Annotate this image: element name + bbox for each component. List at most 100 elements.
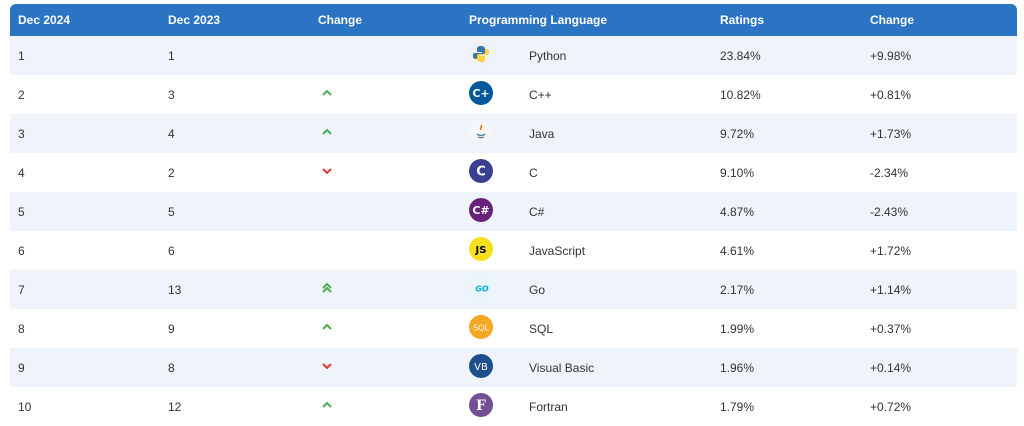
header-change-percent[interactable]: Change [870,13,915,27]
visual-basic-logo-icon: VB [469,354,493,381]
rating-change: +0.37% [870,321,912,336]
language-name[interactable]: C [529,165,538,180]
svg-text:SQL: SQL [473,324,489,333]
language-logo-cell: VB [461,348,521,387]
rank-current: 7 [18,282,25,297]
rank-current: 6 [18,243,25,258]
fortran-logo-icon: F [469,393,493,420]
change-indicator [310,231,461,270]
rank-current: 9 [18,360,25,375]
cpp-logo-icon: C+ [469,81,493,108]
rating-change: +0.81% [870,87,912,102]
table-row: 7 13 GO Go 2.17% +1.14% [10,270,1017,309]
rank-current: 1 [18,48,25,63]
rank-current: 4 [18,165,25,180]
language-name[interactable]: SQL [529,321,554,336]
change-indicator [310,153,461,192]
change-indicator [310,75,461,114]
rating-value: 1.96% [720,360,755,375]
table-row: 5 5 C# C# 4.87% -2.43% [10,192,1017,231]
javascript-logo-icon: JS [469,237,493,264]
table-row: 6 6 JS JavaScript 4.61% +1.72% [10,231,1017,270]
rating-change: +1.14% [870,282,912,297]
rank-previous: 1 [168,48,175,63]
header-ratings[interactable]: Ratings [720,13,765,27]
rating-value: 1.99% [720,321,755,336]
rank-previous: 8 [168,360,175,375]
table-row: 2 3 C+ C++ 10.82% +0.81% [10,75,1017,114]
rating-value: 4.87% [720,204,755,219]
language-logo-cell: C# [461,192,521,231]
rank-previous: 12 [168,399,182,414]
table-row: 9 8 VB Visual Basic 1.96% +0.14% [10,348,1017,387]
table-row: 4 2 C C 9.10% -2.34% [10,153,1017,192]
rating-change: +9.98% [870,48,912,63]
language-logo-cell [461,36,521,75]
language-name[interactable]: Fortran [529,399,568,414]
go-logo-icon: GO [469,276,493,303]
language-name[interactable]: C++ [529,87,552,102]
rank-current: 5 [18,204,25,219]
rank-previous: 6 [168,243,175,258]
rating-change: +1.72% [870,243,912,258]
language-logo-cell: C [461,153,521,192]
python-logo-icon [469,42,493,69]
change-indicator [310,270,461,309]
arrow-up-icon [318,323,334,337]
header-change[interactable]: Change [318,13,363,27]
c-logo-icon: C [469,159,493,186]
double-arrow-up-icon [318,282,334,298]
rank-current: 10 [18,399,32,414]
rating-change: +0.72% [870,399,912,414]
language-name[interactable]: C# [529,204,545,219]
language-logo-cell [461,114,521,153]
header-dec-2024[interactable]: Dec 2024 [18,13,71,27]
svg-text:C#: C# [472,204,489,217]
header-dec-2023[interactable]: Dec 2023 [168,13,221,27]
arrow-down-icon [318,167,334,181]
rank-current: 2 [18,87,25,102]
arrow-down-icon [318,362,334,376]
language-name[interactable]: Java [529,126,555,141]
language-logo-cell: JS [461,231,521,270]
language-logo-cell: C+ [461,75,521,114]
rating-change: +1.73% [870,126,912,141]
rank-current: 8 [18,321,25,336]
table-row: 8 9 SQL SQL 1.99% +0.37% [10,309,1017,348]
table-row: 1 1 Python 23.84% +9.98% [10,36,1017,75]
table-row: 3 4 Java 9.72% +1.73% [10,114,1017,153]
table-row: 10 12 F Fortran 1.79% +0.72% [10,387,1017,426]
svg-text:C: C [476,165,486,180]
change-indicator [310,114,461,153]
rank-current: 3 [18,126,25,141]
change-indicator [310,387,461,426]
svg-text:JS: JS [475,245,487,256]
svg-text:C+: C+ [472,87,489,100]
language-logo-cell: SQL [461,309,521,348]
arrow-up-icon [318,89,334,103]
svg-text:VB: VB [474,362,488,373]
java-logo-icon [469,120,493,147]
language-name[interactable]: JavaScript [529,243,586,258]
rating-change: +0.14% [870,360,912,375]
rating-value: 9.72% [720,126,755,141]
rating-value: 10.82% [720,87,761,102]
rating-change: -2.43% [870,204,909,219]
language-name[interactable]: Go [529,282,546,297]
language-name[interactable]: Visual Basic [529,360,595,375]
header-programming-language[interactable]: Programming Language [469,13,608,27]
rating-value: 9.10% [720,165,755,180]
change-indicator [310,36,461,75]
rating-change: -2.34% [870,165,909,180]
rank-previous: 3 [168,87,175,102]
language-logo-cell: F [461,387,521,426]
rating-value: 4.61% [720,243,755,258]
change-indicator [310,348,461,387]
arrow-up-icon [318,401,334,415]
change-indicator [310,309,461,348]
language-name[interactable]: Python [529,48,567,63]
table-header-row: Dec 2024 Dec 2023 Change Programming Lan… [10,4,1017,36]
language-logo-cell: GO [461,270,521,309]
rank-previous: 13 [168,282,182,297]
ranking-table-container: Dec 2024 Dec 2023 Change Programming Lan… [10,4,1017,426]
